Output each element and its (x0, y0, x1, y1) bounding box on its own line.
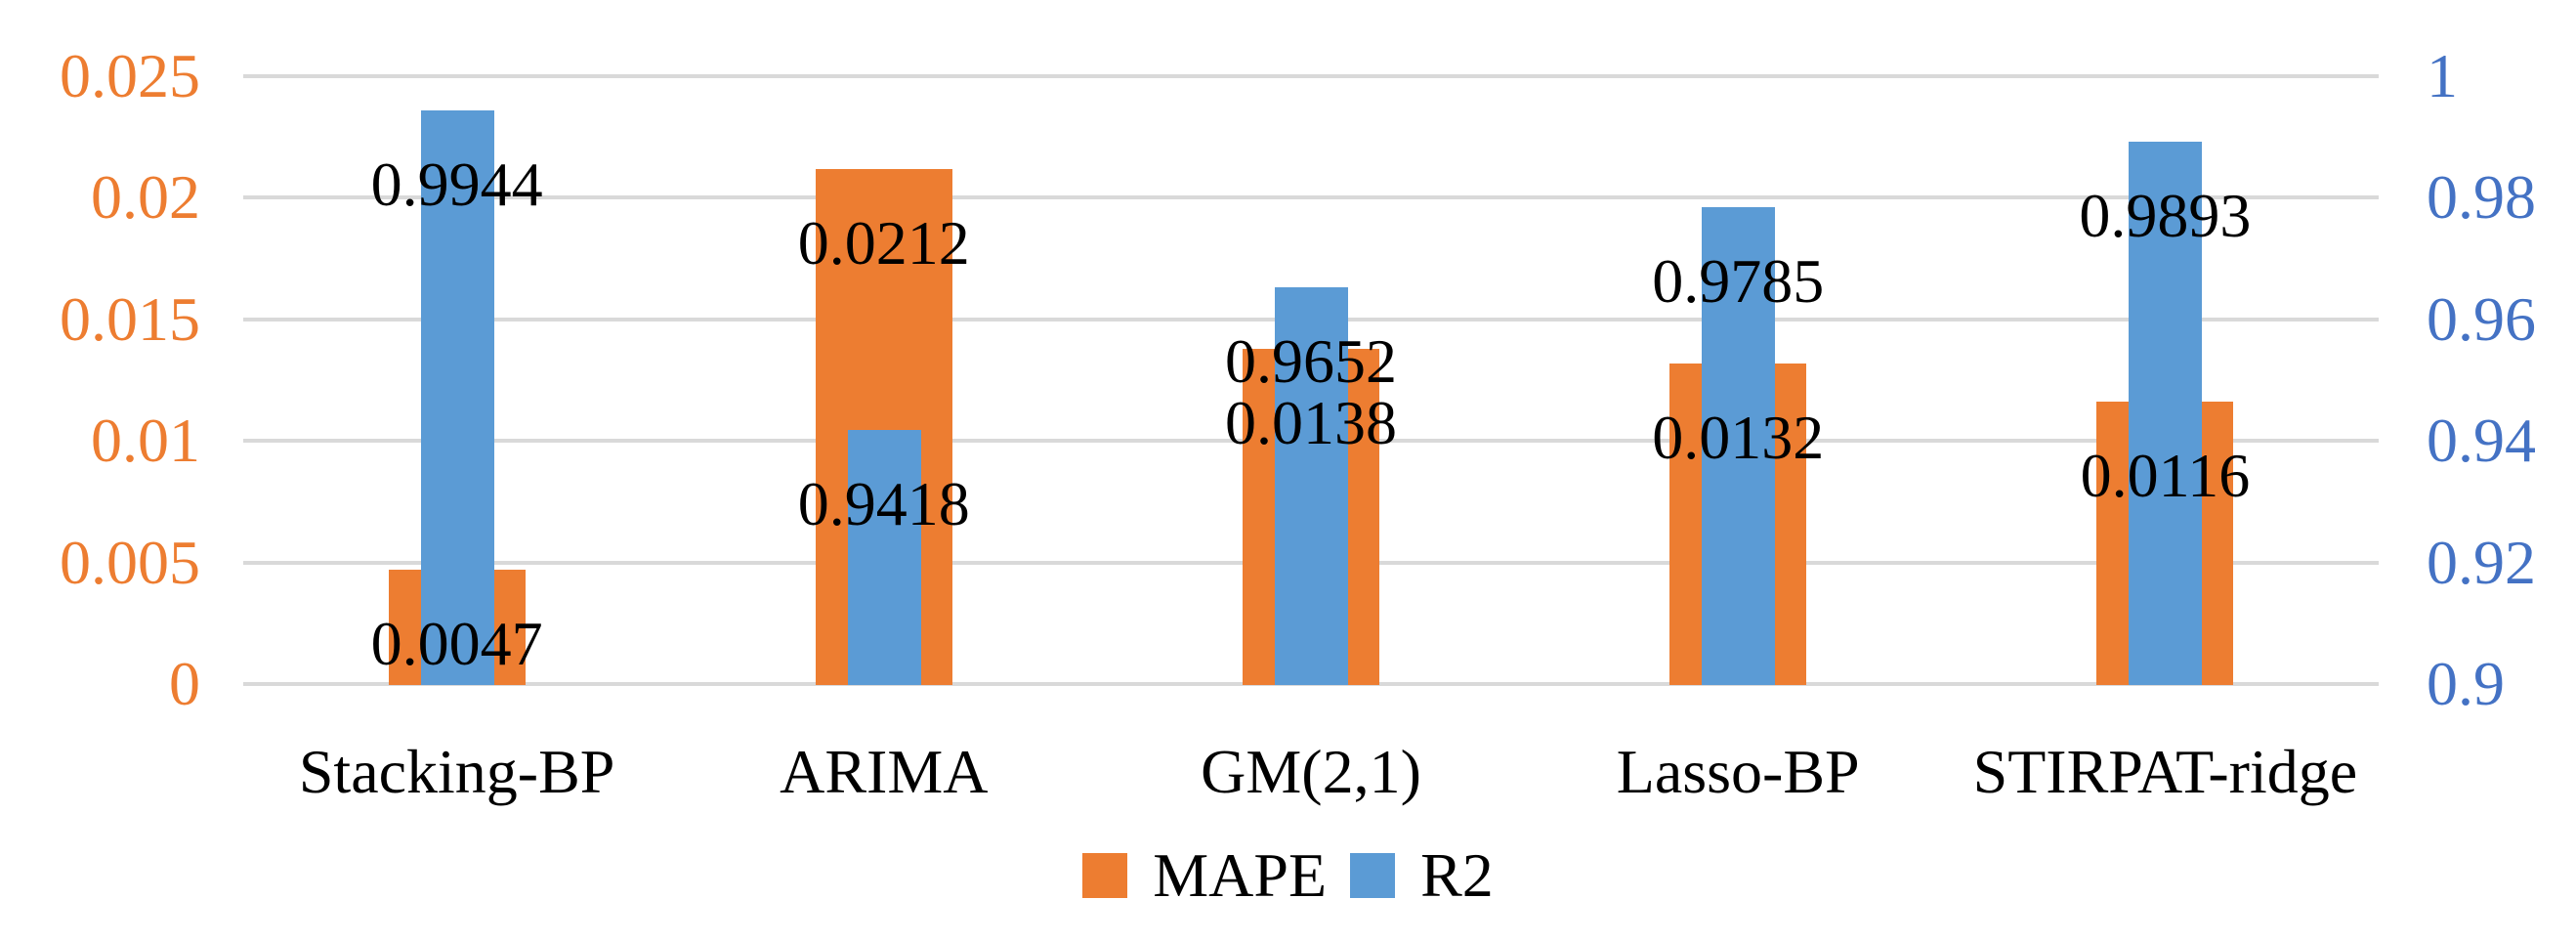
left-axis-tick-label: 0.01 (91, 406, 200, 476)
data-label-r2: 0.9944 (370, 149, 543, 219)
legend-label: R2 (1420, 840, 1494, 910)
left-axis-tick-label: 0 (169, 649, 200, 718)
data-label-mape: 0.0138 (1225, 387, 1397, 457)
left-axis-tick-label: 0.025 (60, 41, 200, 110)
left-axis-tick-label: 0.005 (60, 527, 200, 597)
data-label-mape: 0.0132 (1652, 402, 1825, 472)
bar-r2 (420, 109, 494, 685)
category-label: GM(2,1) (1201, 737, 1421, 806)
data-label-mape: 0.0116 (2080, 441, 2251, 511)
category-label: STIRPAT-ridge (1972, 737, 2358, 806)
right-axis-tick-label: 1 (2427, 41, 2458, 110)
data-label-mape: 0.0212 (797, 207, 970, 278)
legend-label: MAPE (1153, 840, 1328, 910)
legend-swatch-mape (1082, 853, 1128, 898)
category-label: Lasso-BP (1616, 737, 1860, 806)
gridline (243, 74, 2379, 78)
left-axis-tick-label: 0.015 (60, 283, 200, 354)
legend-swatch-r2 (1350, 853, 1396, 898)
data-label-r2: 0.9893 (2079, 180, 2252, 250)
bar-r2 (1275, 287, 1348, 685)
right-axis-tick-label: 0.92 (2427, 527, 2536, 597)
right-axis-tick-label: 0.98 (2427, 162, 2536, 233)
data-label-mape: 0.0047 (370, 609, 543, 679)
gridline (243, 195, 2379, 200)
category-label: ARIMA (780, 737, 989, 806)
data-label-r2: 0.9652 (1225, 326, 1397, 397)
legend-item-r2: R2 (1350, 844, 1494, 907)
category-label: Stacking-BP (298, 737, 615, 806)
bar-r2 (2129, 141, 2203, 685)
data-label-r2: 0.9418 (797, 469, 970, 538)
data-label-r2: 0.9785 (1652, 245, 1825, 316)
left-axis-tick-label: 0.02 (91, 162, 200, 233)
legend: MAPE R2 (0, 844, 2576, 907)
right-axis-tick-label: 0.96 (2427, 283, 2536, 354)
bar-r2 (1702, 206, 1776, 685)
right-axis-tick-label: 0.9 (2427, 649, 2505, 718)
right-axis-tick-label: 0.94 (2427, 406, 2536, 476)
bar-r2 (847, 430, 921, 685)
legend-item-mape: MAPE (1082, 844, 1327, 907)
